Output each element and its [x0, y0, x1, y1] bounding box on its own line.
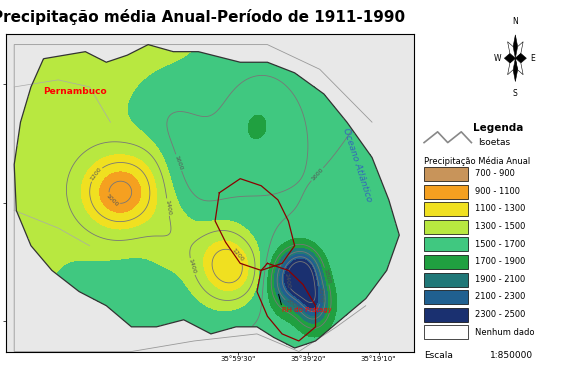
Text: 1300 - 1500: 1300 - 1500	[475, 222, 525, 231]
Text: 1:850000: 1:850000	[490, 351, 533, 360]
Text: 1200: 1200	[89, 166, 103, 182]
Text: S: S	[513, 89, 518, 98]
Bar	[424, 220, 468, 234]
Text: 2400: 2400	[283, 272, 291, 288]
Bar	[424, 237, 468, 251]
Text: 1000: 1000	[105, 193, 120, 207]
Text: 900 - 1100: 900 - 1100	[475, 187, 520, 196]
Text: 1900 - 2100: 1900 - 2100	[475, 275, 525, 284]
Text: 1400: 1400	[164, 199, 171, 215]
Text: 700 - 900: 700 - 900	[475, 169, 515, 178]
Bar	[424, 255, 468, 269]
Bar	[424, 325, 468, 339]
Text: 1600: 1600	[174, 154, 184, 170]
Text: Escala: Escala	[424, 351, 453, 360]
Text: Isoetas: Isoetas	[478, 138, 510, 147]
Polygon shape	[508, 42, 515, 58]
Text: 1100 - 1300: 1100 - 1300	[475, 204, 525, 214]
Text: 1800: 1800	[322, 268, 331, 284]
Text: 2300 - 2500: 2300 - 2500	[475, 310, 525, 319]
Text: 2000: 2000	[285, 298, 300, 312]
Text: 1500 - 1700: 1500 - 1700	[475, 240, 525, 249]
Text: 1200: 1200	[231, 248, 245, 263]
Text: Precipitação média Anual-Período de 1911-1990: Precipitação média Anual-Período de 1911…	[0, 9, 405, 25]
Text: Legenda: Legenda	[473, 123, 524, 133]
Text: Pernambuco: Pernambuco	[44, 87, 107, 96]
Bar	[424, 308, 468, 322]
Bar	[424, 202, 468, 216]
Polygon shape	[504, 53, 515, 63]
Text: 2200: 2200	[318, 287, 323, 303]
Text: 1400: 1400	[188, 259, 196, 275]
Text: N: N	[512, 17, 518, 26]
Polygon shape	[515, 58, 523, 75]
Text: 1600: 1600	[310, 167, 324, 181]
Bar	[424, 184, 468, 199]
Text: Oceano Atlântico: Oceano Atlântico	[341, 127, 374, 203]
Bar	[424, 167, 468, 181]
Text: 2100 - 2300: 2100 - 2300	[475, 292, 525, 301]
Text: W: W	[493, 54, 501, 63]
Text: RH do Pratagy: RH do Pratagy	[282, 307, 332, 313]
Bar	[424, 273, 468, 287]
Text: E: E	[531, 54, 535, 63]
Text: Nenhum dado: Nenhum dado	[475, 328, 534, 336]
Bar	[424, 290, 468, 304]
Text: 1700 - 1900: 1700 - 1900	[475, 257, 525, 266]
Polygon shape	[515, 42, 523, 58]
Polygon shape	[513, 58, 518, 82]
Polygon shape	[513, 35, 518, 58]
Polygon shape	[6, 34, 414, 352]
Polygon shape	[508, 58, 515, 75]
Polygon shape	[515, 53, 526, 63]
Text: Precipitação Média Anual: Precipitação Média Anual	[424, 157, 531, 166]
